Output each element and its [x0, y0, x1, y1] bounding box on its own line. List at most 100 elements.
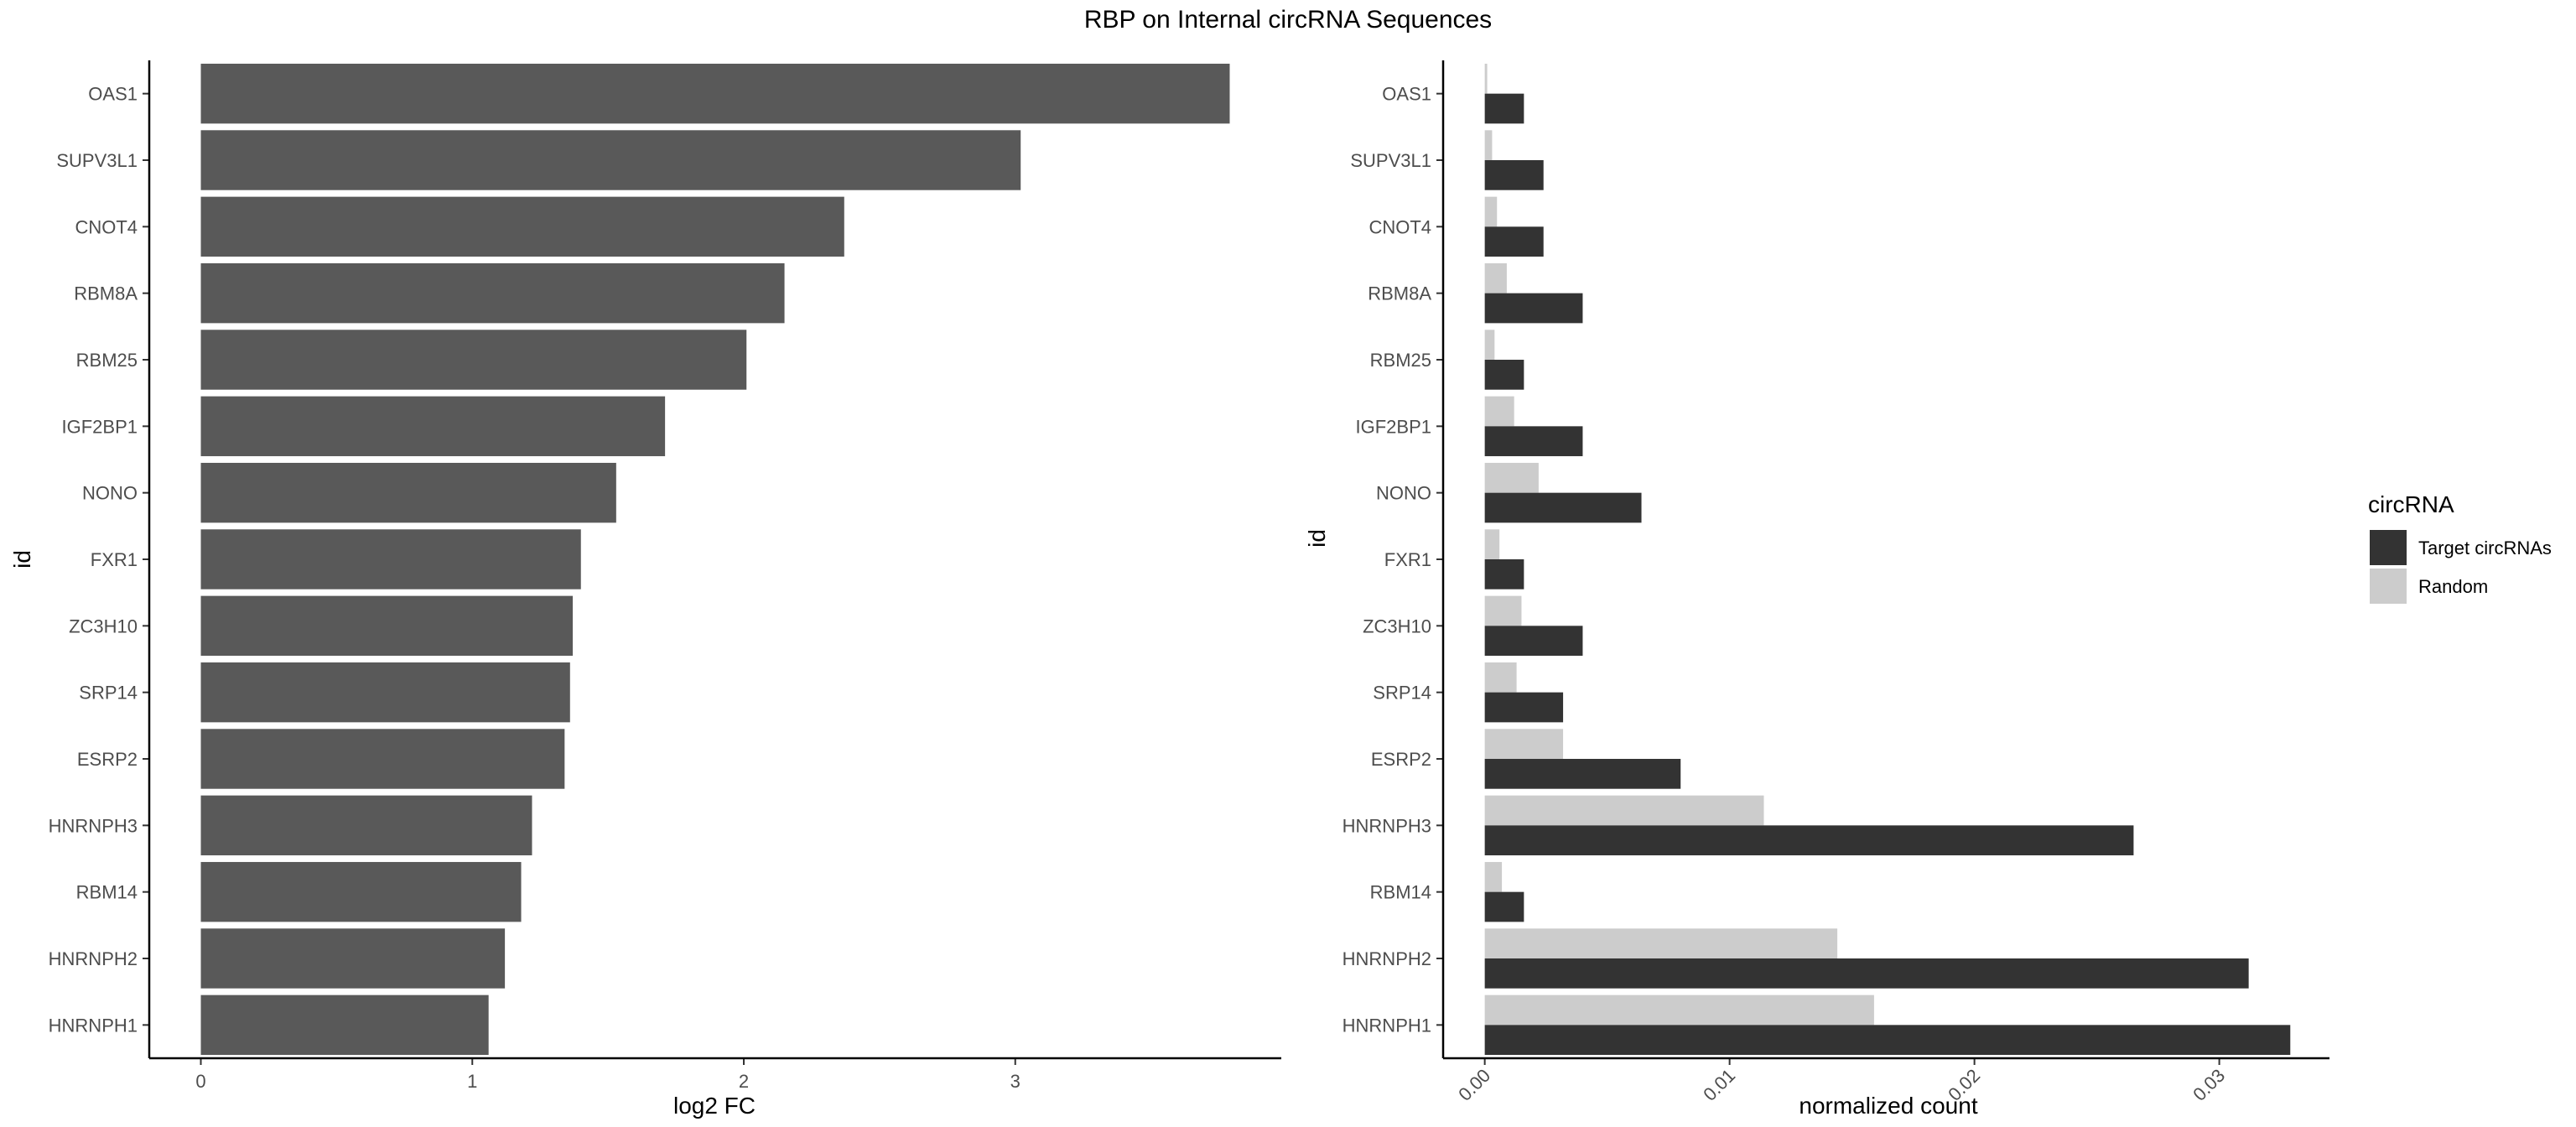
bar-igf2bp1 [200, 396, 666, 457]
bar-target-zc3h10 [1484, 626, 1583, 657]
bar-target-igf2bp1 [1484, 426, 1583, 457]
y-tick-label-nono: NONO [82, 483, 138, 504]
legend-label-random: Random [2418, 576, 2488, 597]
bar-nono [200, 462, 616, 523]
left-y-axis-title: id [9, 550, 35, 569]
bar-target-oas1 [1484, 93, 1524, 124]
y-tick-label-rbm25: RBM25 [1370, 350, 1431, 371]
legend-swatch-target [2370, 530, 2407, 565]
y-tick-label-nono: NONO [1376, 483, 1431, 504]
bar-target-cnot4 [1484, 226, 1544, 257]
y-tick-label-oas1: OAS1 [88, 84, 138, 105]
bar-target-hnrnph2 [1484, 958, 2249, 989]
y-tick-label-rbm8a: RBM8A [74, 283, 138, 304]
right-y-axis-title: id [1304, 529, 1330, 548]
bar-random-rbm8a [1484, 262, 1507, 293]
y-tick-label-srp14: SRP14 [79, 683, 138, 704]
y-tick-label-igf2bp1: IGF2BP1 [1356, 416, 1431, 437]
y-tick-label-esrp2: ESRP2 [1371, 749, 1431, 770]
y-tick-label-oas1: OAS1 [1382, 84, 1431, 105]
left-bars [200, 63, 1230, 1056]
y-tick-label-rbm14: RBM14 [1370, 882, 1431, 903]
bar-rbm8a [200, 262, 785, 324]
right-panel: OAS1 SUPV3L1 CNOT4 RBM8A RBM25 IGF2BP1 NONO FXR… [1304, 60, 2329, 1119]
bar-rbm14 [200, 861, 522, 922]
x-tick-label: 0.03 [2189, 1065, 2229, 1105]
y-tick-label-esrp2: ESRP2 [77, 749, 138, 770]
bar-hnrnph1 [200, 995, 489, 1056]
bar-srp14 [200, 662, 570, 723]
bar-cnot4 [200, 196, 844, 257]
bar-target-rbm8a [1484, 293, 1583, 324]
y-tick-label-hnrnph3: HNRNPH3 [49, 815, 138, 836]
bar-random-supv3l1 [1484, 130, 1493, 160]
bar-esrp2 [200, 729, 565, 789]
bar-rbm25 [200, 330, 747, 390]
bar-random-fxr1 [1484, 529, 1500, 559]
bar-target-supv3l1 [1484, 160, 1544, 190]
left-panel: OAS1 SUPV3L1 CNOT4 RBM8A RBM25 IGF2BP1 NONO FXR… [9, 60, 1281, 1119]
bar-random-srp14 [1484, 662, 1517, 693]
bar-random-rbm25 [1484, 330, 1495, 360]
left-x-axis-title: log2 FC [673, 1093, 756, 1119]
bar-fxr1 [200, 529, 581, 589]
right-y-tick-labels: OAS1 SUPV3L1 CNOT4 RBM8A RBM25 IGF2BP1 NONO FXR… [1343, 84, 1443, 1036]
y-tick-label-fxr1: FXR1 [1384, 549, 1431, 570]
bar-target-nono [1484, 492, 1642, 523]
y-tick-label-hnrnph2: HNRNPH2 [49, 948, 138, 969]
bar-target-rbm14 [1484, 891, 1524, 922]
y-tick-label-hnrnph2: HNRNPH2 [1343, 948, 1431, 969]
x-tick-label: 2 [739, 1071, 749, 1092]
right-bars [1484, 63, 2291, 1056]
y-tick-label-rbm8a: RBM8A [1368, 283, 1431, 304]
y-tick-label-hnrnph1: HNRNPH1 [49, 1015, 138, 1036]
chart-title: RBP on Internal circRNA Sequences [1084, 6, 1492, 34]
bar-zc3h10 [200, 595, 574, 657]
bar-random-hnrnph2 [1484, 928, 1838, 958]
legend-label-target: Target circRNAs [2418, 538, 2552, 558]
right-x-axis-title: normalized count [1799, 1093, 1977, 1119]
y-tick-label-zc3h10: ZC3H10 [1363, 615, 1431, 636]
bar-random-cnot4 [1484, 196, 1498, 227]
y-tick-label-fxr1: FXR1 [91, 549, 138, 570]
x-tick-label: 0.01 [1699, 1065, 1739, 1105]
left-y-tick-labels: OAS1 SUPV3L1 CNOT4 RBM8A RBM25 IGF2BP1 NONO FXR… [49, 84, 149, 1036]
y-tick-label-hnrnph1: HNRNPH1 [1343, 1015, 1431, 1036]
bar-random-esrp2 [1484, 729, 1564, 759]
bar-hnrnph3 [200, 795, 532, 856]
bar-target-esrp2 [1484, 759, 1681, 789]
x-tick-label: 0 [195, 1071, 205, 1092]
legend: circRNA Target circRNAs Random [2368, 491, 2552, 604]
bar-target-hnrnph3 [1484, 825, 2134, 856]
bar-random-oas1 [1484, 63, 1488, 94]
y-tick-label-hnrnph3: HNRNPH3 [1343, 815, 1431, 836]
x-tick-label: 0.00 [1454, 1065, 1494, 1105]
y-tick-label-zc3h10: ZC3H10 [69, 615, 138, 636]
y-tick-label-srp14: SRP14 [1373, 683, 1431, 704]
bar-oas1 [200, 63, 1230, 124]
bar-target-rbm25 [1484, 360, 1524, 390]
bar-supv3l1 [200, 130, 1021, 190]
y-tick-label-supv3l1: SUPV3L1 [56, 150, 138, 171]
bar-target-hnrnph1 [1484, 1025, 2291, 1056]
left-x-ticks: 0 1 2 3 [195, 1058, 1021, 1092]
y-tick-label-supv3l1: SUPV3L1 [1350, 150, 1431, 171]
bar-random-igf2bp1 [1484, 396, 1514, 427]
y-tick-label-igf2bp1: IGF2BP1 [62, 416, 138, 437]
legend-title: circRNA [2368, 491, 2454, 517]
bar-random-hnrnph3 [1484, 795, 1764, 826]
bar-random-nono [1484, 462, 1539, 493]
x-tick-label: 3 [1010, 1071, 1021, 1092]
bar-target-srp14 [1484, 692, 1564, 723]
bar-random-hnrnph1 [1484, 995, 1874, 1026]
y-tick-label-rbm25: RBM25 [76, 350, 138, 371]
bar-target-fxr1 [1484, 559, 1524, 589]
y-tick-label-rbm14: RBM14 [76, 882, 138, 903]
bar-random-zc3h10 [1484, 595, 1522, 626]
bar-random-rbm14 [1484, 861, 1503, 892]
y-tick-label-cnot4: CNOT4 [75, 216, 138, 237]
bar-hnrnph2 [200, 928, 506, 989]
x-tick-label: 1 [467, 1071, 477, 1092]
legend-swatch-random [2370, 569, 2407, 604]
